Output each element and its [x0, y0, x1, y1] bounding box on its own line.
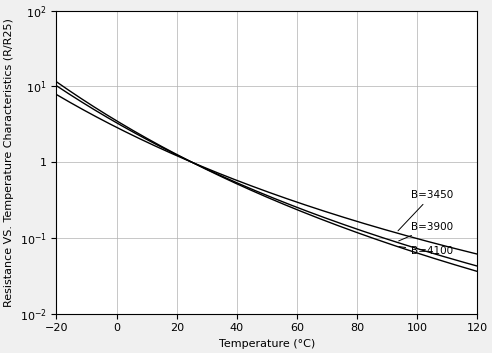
- Text: B=3450: B=3450: [398, 190, 454, 231]
- Text: B=4100: B=4100: [399, 246, 453, 257]
- X-axis label: Temperature (°C): Temperature (°C): [219, 339, 315, 349]
- Text: B=3900: B=3900: [399, 222, 453, 241]
- Y-axis label: Resistance VS. Temperature Characteristics (R/R25): Resistance VS. Temperature Characteristi…: [4, 18, 14, 307]
